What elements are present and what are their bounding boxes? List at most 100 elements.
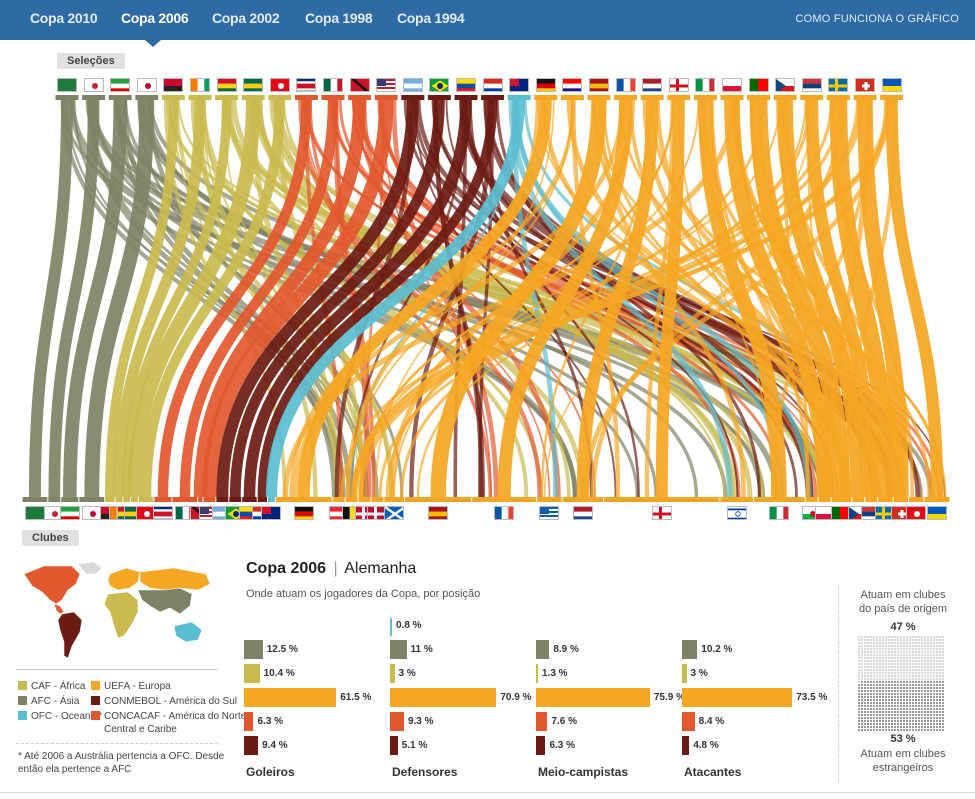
club-flag-wal[interactable] bbox=[801, 506, 822, 520]
club-flag-kor[interactable] bbox=[44, 506, 65, 520]
team-flag-kor[interactable] bbox=[83, 78, 104, 92]
team-flag-por[interactable] bbox=[748, 78, 769, 92]
team-flag-tog[interactable] bbox=[243, 78, 264, 92]
bar-conmebol-goleiros[interactable] bbox=[244, 736, 259, 755]
team-flag-esp[interactable] bbox=[589, 78, 609, 92]
origin-dot bbox=[888, 729, 890, 731]
bar-conmebol-atacantes[interactable] bbox=[682, 736, 690, 755]
club-flag-eng[interactable] bbox=[651, 506, 672, 520]
team-flag-jpn[interactable] bbox=[136, 78, 157, 92]
tab-copa-1994[interactable]: Copa 1994 bbox=[397, 10, 465, 26]
team-flag-bra[interactable] bbox=[429, 78, 450, 92]
bar-uefa-meio-campistas[interactable] bbox=[536, 688, 650, 707]
bar-uefa-atacantes[interactable] bbox=[682, 688, 793, 707]
bar-afc-goleiros[interactable] bbox=[244, 640, 263, 659]
origin-dot bbox=[900, 666, 902, 668]
bar-afc-meio-campistas[interactable] bbox=[536, 640, 550, 659]
team-flag-usa[interactable] bbox=[376, 78, 397, 92]
team-flag-tun[interactable] bbox=[269, 78, 290, 92]
team-flag-ita[interactable] bbox=[695, 78, 716, 92]
club-flag-tur[interactable] bbox=[906, 506, 927, 520]
team-flag-eng[interactable] bbox=[668, 78, 689, 92]
bar-caf-defensores[interactable] bbox=[390, 664, 395, 683]
club-flag-ita[interactable] bbox=[769, 506, 790, 520]
club-flag-ukr[interactable] bbox=[927, 506, 948, 520]
club-flag-sco[interactable] bbox=[384, 506, 405, 520]
team-flag-swe[interactable] bbox=[828, 78, 849, 92]
origin-dot bbox=[900, 654, 902, 656]
club-flag-tun[interactable] bbox=[136, 506, 157, 520]
club-flag-jpn[interactable] bbox=[81, 506, 102, 520]
team-bar-eng bbox=[667, 95, 691, 100]
panel-subtitle: Onde atuam os jogadores da Copa, por pos… bbox=[246, 588, 481, 600]
team-flag-civ[interactable] bbox=[190, 78, 210, 92]
club-flag-ksa[interactable] bbox=[24, 506, 45, 520]
bar-concacaf-goleiros[interactable] bbox=[244, 712, 254, 731]
team-bar-scg bbox=[800, 95, 824, 100]
team-flag-scg[interactable] bbox=[801, 78, 822, 92]
bar-concacaf-meio-campistas[interactable] bbox=[536, 712, 548, 731]
team-flag-ang[interactable] bbox=[163, 78, 184, 92]
origin-dot bbox=[930, 642, 932, 644]
bar-afc-defensores[interactable] bbox=[390, 640, 407, 659]
origin-dot bbox=[909, 708, 911, 710]
origin-dot bbox=[861, 729, 863, 731]
bar-conmebol-defensores[interactable] bbox=[390, 736, 398, 755]
team-flag-ned[interactable] bbox=[642, 78, 663, 92]
origin-dot bbox=[888, 660, 890, 662]
team-flag-mex[interactable] bbox=[323, 78, 343, 92]
origin-dot bbox=[861, 702, 863, 704]
club-flag-ned[interactable] bbox=[572, 506, 593, 520]
team-flag-sui[interactable] bbox=[855, 78, 875, 92]
team-flag-cze[interactable] bbox=[775, 78, 796, 92]
club-flag-gre[interactable] bbox=[539, 506, 560, 520]
team-flag-ecu[interactable] bbox=[456, 78, 476, 92]
club-flag-ger[interactable] bbox=[293, 506, 314, 520]
how-it-works-link[interactable]: COMO FUNCIONA O GRÁFICO bbox=[795, 13, 959, 25]
origin-dot bbox=[861, 666, 863, 668]
team-flag-par[interactable] bbox=[482, 78, 503, 92]
origin-dot bbox=[891, 648, 893, 650]
origin-dot bbox=[906, 642, 908, 644]
team-flag-ukr[interactable] bbox=[881, 78, 902, 92]
bar-concacaf-defensores[interactable] bbox=[390, 712, 404, 731]
origin-dot bbox=[876, 645, 878, 647]
bar-caf-goleiros[interactable] bbox=[244, 664, 260, 683]
bar-afc-atacantes[interactable] bbox=[682, 640, 698, 659]
team-flag-aus[interactable] bbox=[509, 78, 530, 92]
origin-dot bbox=[897, 636, 899, 638]
bar-caf-meio-campistas[interactable] bbox=[536, 664, 538, 683]
team-flag-ger[interactable] bbox=[535, 78, 556, 92]
bar-conmebol-meio-campistas[interactable] bbox=[536, 736, 546, 755]
tab-copa-2010[interactable]: Copa 2010 bbox=[30, 10, 98, 26]
origin-dot bbox=[864, 636, 866, 638]
bar-ofc-defensores[interactable] bbox=[390, 618, 392, 636]
club-flag-irn[interactable] bbox=[59, 506, 80, 520]
team-flag-irn[interactable] bbox=[110, 78, 131, 92]
origin-dot bbox=[885, 711, 887, 713]
bar-uefa-goleiros[interactable] bbox=[244, 688, 337, 707]
origin-dot bbox=[927, 639, 929, 641]
club-flag-isr[interactable] bbox=[726, 506, 747, 520]
club-flag-fra[interactable] bbox=[494, 506, 515, 520]
origin-dot bbox=[861, 705, 863, 707]
tab-copa-2002[interactable]: Copa 2002 bbox=[212, 10, 280, 26]
bar-caf-atacantes[interactable] bbox=[682, 664, 687, 683]
tab-copa-2006[interactable]: Copa 2006 bbox=[121, 10, 189, 26]
club-flag-esp[interactable] bbox=[428, 506, 449, 520]
bar-concacaf-atacantes[interactable] bbox=[682, 712, 695, 731]
tab-copa-1998[interactable]: Copa 1998 bbox=[305, 10, 373, 26]
team-flag-ksa[interactable] bbox=[57, 78, 77, 92]
team-flag-gha[interactable] bbox=[216, 78, 237, 92]
club-flag-aus[interactable] bbox=[261, 506, 282, 520]
team-flag-arg[interactable] bbox=[402, 78, 423, 92]
team-flag-crc[interactable] bbox=[296, 78, 317, 92]
team-flag-pol[interactable] bbox=[722, 78, 742, 92]
ribbon-jpn-home bbox=[84, 99, 155, 498]
bar-uefa-defensores[interactable] bbox=[390, 688, 497, 707]
team-flag-fra[interactable] bbox=[615, 78, 636, 92]
team-flag-tri[interactable] bbox=[349, 78, 370, 92]
club-flag-crc[interactable] bbox=[152, 506, 173, 520]
team-flag-cro[interactable] bbox=[562, 78, 583, 92]
ribbon-swe-home bbox=[829, 99, 895, 498]
